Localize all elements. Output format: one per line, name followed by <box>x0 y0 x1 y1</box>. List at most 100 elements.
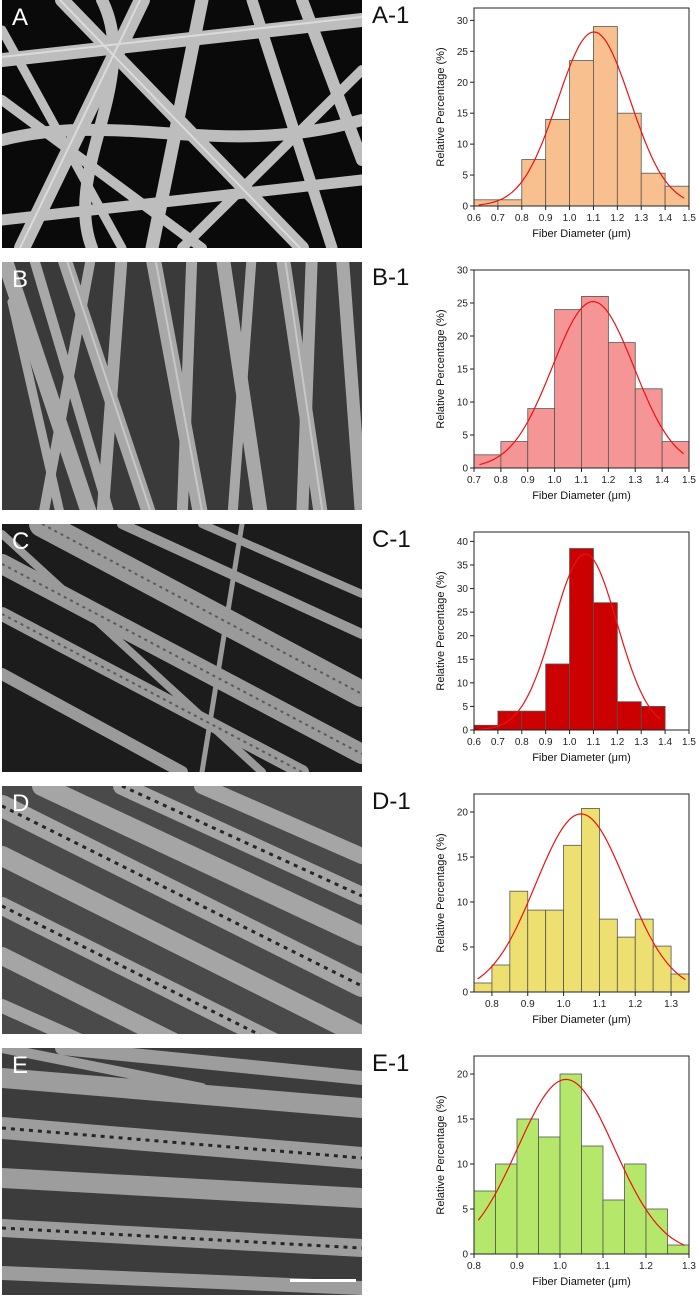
y-tick-label: 5 <box>462 943 468 954</box>
panel-d: D D-1 0.8 0.9 1.0 1.1 1.2 1.3 0 5 10 15 20 Fiber Di… <box>0 786 699 1041</box>
histogram-bar <box>640 706 666 731</box>
x-tick-label: 1.2 <box>610 213 624 224</box>
histogram-bar <box>491 964 511 993</box>
plot-frame <box>473 7 690 207</box>
x-tick-label: 1.2 <box>610 737 624 748</box>
y-tick-label: 20 <box>457 1070 469 1081</box>
histogram-b: 0.7 0.8 0.9 1.0 1.1 1.2 1.3 1.4 1.5 0 5 10 15 20 25 30 F… <box>435 266 696 503</box>
x-tick-label: 1.1 <box>592 999 606 1010</box>
x-tick-label: 0.7 <box>491 737 505 748</box>
scale-bar <box>290 1279 356 1282</box>
histogram-bar <box>509 890 529 993</box>
histogram-bar <box>545 118 570 207</box>
x-tick-label: 1.1 <box>586 213 600 224</box>
y-tick-label: 35 <box>457 561 469 572</box>
histogram-bar <box>563 844 582 993</box>
y-tick-label: 0 <box>462 726 468 737</box>
x-tick-label: 1.5 <box>682 737 696 748</box>
x-tick-label: 1.1 <box>596 1261 610 1272</box>
histogram-a: 0.6 0.7 0.8 0.9 1.0 1.1 1.2 1.3 1.4 1.5 0 5 10 15 20 25… <box>435 7 696 240</box>
x-tick-label: 0.8 <box>515 737 529 748</box>
panel-label: A-1 <box>372 2 410 29</box>
histogram-bar <box>652 945 672 993</box>
x-tick-label: 1.0 <box>563 737 577 748</box>
y-tick-label: 0 <box>462 202 468 213</box>
y-axis-label: Relative Percentage (%) <box>435 571 447 690</box>
x-tick-label: 1.0 <box>557 999 571 1010</box>
y-tick-label: 10 <box>457 678 469 689</box>
sem-letter: D <box>12 790 30 817</box>
histogram-bar <box>521 710 547 731</box>
histogram-bar <box>616 936 636 993</box>
histogram-bar <box>616 701 642 731</box>
histogram-bar <box>521 159 547 207</box>
histogram-bar <box>602 1199 625 1255</box>
x-tick-label: 0.6 <box>467 737 481 748</box>
x-tick-label: 1.4 <box>658 737 672 748</box>
panel-label: C-1 <box>372 526 411 553</box>
histogram-bar <box>516 1118 539 1255</box>
x-tick-label: 1.1 <box>575 475 589 486</box>
x-tick-label: 0.7 <box>491 213 505 224</box>
y-axis-label: Relative Percentage (%) <box>435 833 447 952</box>
y-tick-label: 20 <box>457 78 469 89</box>
histogram-bar <box>473 454 502 469</box>
x-axis-label: Fiber Diameter (μm) <box>532 1276 631 1288</box>
histogram-bar <box>616 112 642 207</box>
sem-fibers-b <box>2 262 362 510</box>
y-tick-label: 20 <box>457 631 469 642</box>
x-axis-label: Fiber Diameter (μm) <box>532 752 631 764</box>
histogram-bar <box>473 982 493 993</box>
sem-fibers-a <box>2 0 362 248</box>
x-tick-label: 0.8 <box>515 213 529 224</box>
x-tick-label: 1.3 <box>664 999 678 1010</box>
histogram-bar <box>545 909 564 993</box>
sem-image-d: D <box>2 786 362 1034</box>
y-tick-label: 20 <box>457 808 469 819</box>
y-tick-label: 5 <box>462 702 468 713</box>
histogram-bar <box>500 441 529 469</box>
y-tick-label: 25 <box>457 299 469 310</box>
panel-a: A A-1 0.6 0.7 0.8 0.9 1.0 1.1 1.2 1.3 1.4 1.5 0 5 10… <box>0 0 699 255</box>
histogram-bar <box>527 408 556 469</box>
panel-label: D-1 <box>372 788 411 815</box>
x-axis-label: Fiber Diameter (μm) <box>532 228 631 240</box>
fit-curve <box>477 1078 685 1246</box>
y-tick-label: 5 <box>462 431 468 442</box>
y-axis-label: Relative Percentage (%) <box>435 47 447 166</box>
histogram-bar <box>538 1136 561 1255</box>
y-tick-label: 25 <box>457 608 469 619</box>
x-tick-label: 0.9 <box>539 213 553 224</box>
sem-image-c: C <box>2 524 362 772</box>
histogram-bar <box>545 663 570 731</box>
y-tick-label: 10 <box>457 1160 469 1171</box>
sem-image-a: A <box>2 0 362 248</box>
x-tick-label: 1.2 <box>628 999 642 1010</box>
histogram-bar <box>559 1073 582 1255</box>
plot-frame <box>473 531 690 731</box>
x-tick-label: 1.0 <box>548 475 562 486</box>
x-tick-label: 1.3 <box>682 1261 696 1272</box>
panel-label: B-1 <box>372 264 410 291</box>
panel-e: E E-1 0.8 0.9 1.0 1.1 1.2 1.3 0 5 10 15 20 Fiber Di… <box>0 1048 699 1297</box>
histogram-bar <box>634 388 663 469</box>
fit-curve <box>477 813 686 981</box>
x-axis-label: Fiber Diameter (μm) <box>532 1014 631 1026</box>
panel-label: E-1 <box>372 1050 410 1077</box>
x-tick-label: 1.1 <box>586 737 600 748</box>
histogram-bar <box>581 296 609 469</box>
y-tick-label: 15 <box>457 655 469 666</box>
plot-frame <box>473 793 690 993</box>
y-tick-label: 0 <box>462 1250 468 1261</box>
x-tick-label: 1.0 <box>553 1261 567 1272</box>
sem-fibers-d <box>2 786 362 1034</box>
x-tick-label: 1.3 <box>634 737 648 748</box>
sem-letter: A <box>12 4 29 31</box>
panel-b: B B-1 0.7 0.8 0.9 1.0 1.1 1.2 1.3 1.4 1.5 0 5 10 15 2… <box>0 262 699 517</box>
y-tick-label: 25 <box>457 47 469 58</box>
y-tick-label: 30 <box>457 266 469 277</box>
histogram-bar <box>569 60 594 207</box>
fit-curve <box>478 31 685 206</box>
histogram-c: 0.6 0.7 0.8 0.9 1.0 1.1 1.2 1.3 1.4 1.5 0 5 10 15 20 25… <box>435 531 696 764</box>
y-tick-label: 15 <box>457 109 469 120</box>
